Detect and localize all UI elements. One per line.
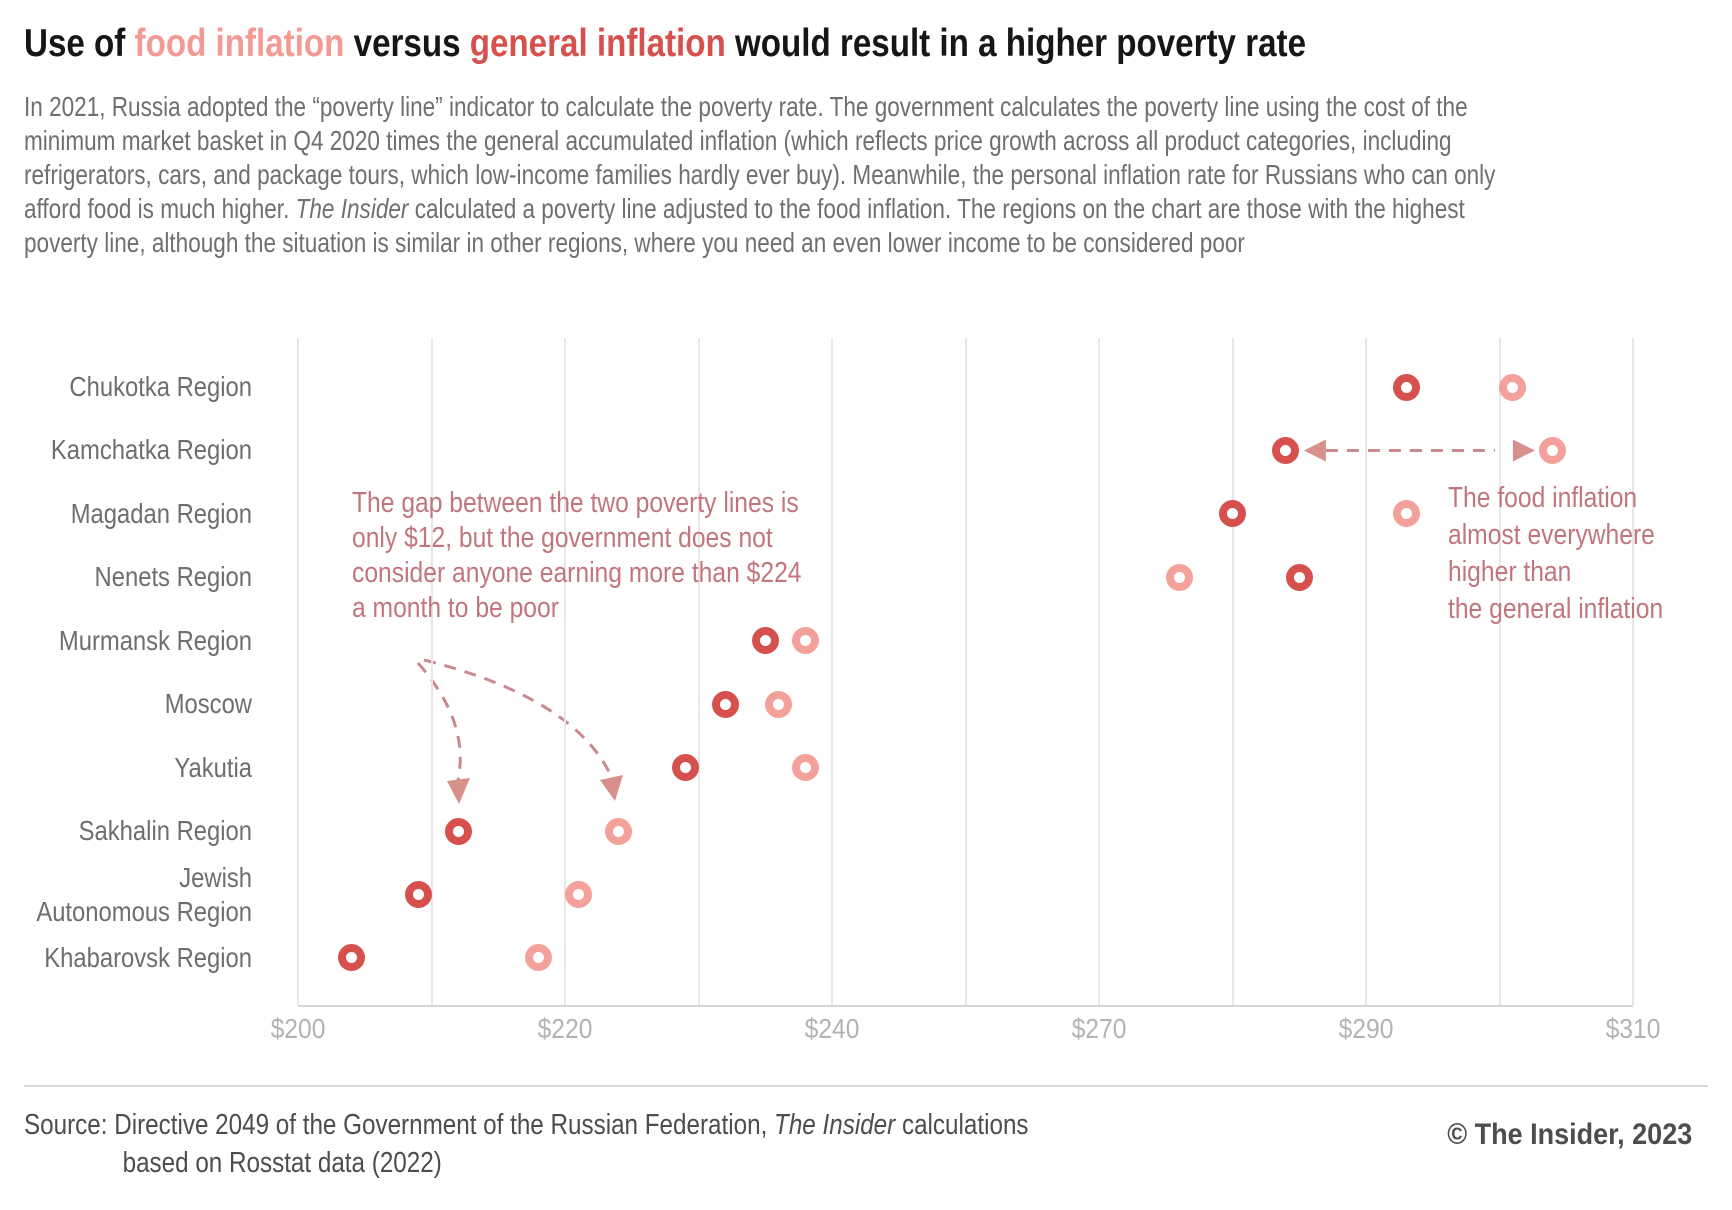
y-axis-label: Yakutia (174, 751, 252, 783)
general-inflation-dot (1285, 563, 1313, 591)
source-line-2: based on Rosstat data (2022) (122, 1147, 442, 1179)
arrowhead-icon (1512, 439, 1535, 462)
gridline (964, 338, 967, 1005)
x-axis-tick-label: $310 (1605, 1013, 1661, 1044)
subtitle-insider: The Insider (295, 193, 409, 224)
subtitle-text-2: calculated a poverty line adjusted to th… (24, 193, 1465, 258)
y-axis-label: Khabarovsk Region (44, 941, 252, 973)
food-inflation-dot (791, 627, 819, 655)
gridline (430, 338, 433, 1005)
y-axis-label: Magadan Region (70, 497, 252, 529)
gridline (1098, 338, 1100, 1005)
general-inflation-dot (1392, 373, 1420, 401)
general-inflation-dot (671, 754, 699, 782)
curved-arrow-to-food-dot (423, 658, 614, 779)
general-inflation-dot (404, 881, 432, 909)
annotation-gap-note: The gap between the two poverty lines is… (352, 487, 802, 624)
arrowhead-down-icon (600, 775, 623, 801)
x-axis-tick-label: $200 (270, 1013, 326, 1044)
arrowhead-icon (1303, 439, 1326, 462)
y-axis-label: Sakhalin Region (78, 815, 252, 847)
y-axis-label: Kamchatka Region (50, 434, 252, 466)
food-inflation-dot (765, 690, 793, 718)
subtitle-text-1: In 2021, Russia adopted the “poverty lin… (24, 91, 1496, 224)
x-axis-tick-label: $270 (1071, 1013, 1127, 1044)
arrowhead-down-icon (447, 778, 470, 804)
y-axis-labels: Chukotka Region Kamchatka Region Magadan R… (0, 330, 252, 1005)
x-axis-tick-label: $220 (537, 1013, 593, 1044)
y-axis-label: Moscow (164, 688, 252, 720)
gridline (1498, 338, 1501, 1005)
gridline (1632, 338, 1634, 1005)
general-inflation-dot (1219, 500, 1246, 528)
general-inflation-dot (751, 627, 779, 655)
food-inflation-dot (604, 817, 632, 845)
gridline (831, 338, 833, 1005)
gridline (564, 338, 566, 1005)
page-title: Use of food inflation versus general inf… (24, 22, 1306, 66)
footer-divider (24, 1085, 1708, 1087)
x-axis-tick-label: $290 (1338, 1013, 1394, 1044)
gridline (297, 338, 299, 1005)
curved-arrow-to-general-dot (416, 662, 462, 781)
y-axis-label: Murmansk Region (58, 624, 252, 656)
x-axis-tick-label: $240 (804, 1013, 860, 1044)
food-inflation-dot (1165, 563, 1193, 591)
title-text-2: versus (344, 22, 470, 65)
general-inflation-dot (444, 817, 472, 845)
source-text-2: calculations (895, 1109, 1029, 1141)
x-axis: $200 $220 $240 $270 $290 $310 (271, 1013, 1661, 1049)
food-inflation-dot (1499, 373, 1527, 401)
general-inflation-dot (711, 690, 739, 718)
title-food-inflation: food inflation (134, 22, 345, 65)
annotation-food-higher-note: The food inflation almost everywhere hig… (1448, 482, 1664, 625)
plot-area (297, 330, 1634, 1007)
source-line-1: Source: Directive 2049 of the Government… (24, 1106, 1029, 1144)
y-axis-label: Jewish Autonomous Region (36, 861, 252, 927)
title-text-3: would result in a higher poverty rate (725, 22, 1307, 65)
food-inflation-dot (1539, 436, 1567, 464)
title-text-1: Use of (24, 22, 135, 65)
source-note: Source: Directive 2049 of the Government… (24, 1106, 1029, 1182)
food-inflation-dot (791, 754, 819, 782)
general-inflation-dot (1272, 436, 1300, 464)
general-inflation-dot (337, 944, 365, 972)
gridline (1231, 338, 1234, 1005)
source-text-1: Source: Directive 2049 of the Government… (24, 1109, 775, 1141)
food-inflation-dot (1392, 500, 1420, 528)
y-axis-label: Chukotka Region (69, 371, 252, 402)
copyright: © The Insider, 2023 (1446, 1118, 1692, 1151)
gridline (697, 338, 700, 1005)
y-axis-label: Nenets Region (94, 561, 252, 593)
subtitle: In 2021, Russia adopted the “poverty lin… (24, 90, 1543, 260)
food-inflation-dot (564, 881, 592, 909)
source-insider: The Insider (774, 1109, 896, 1141)
gridline (1365, 338, 1367, 1005)
title-general-inflation: general inflation (469, 22, 726, 65)
food-inflation-dot (524, 944, 552, 972)
